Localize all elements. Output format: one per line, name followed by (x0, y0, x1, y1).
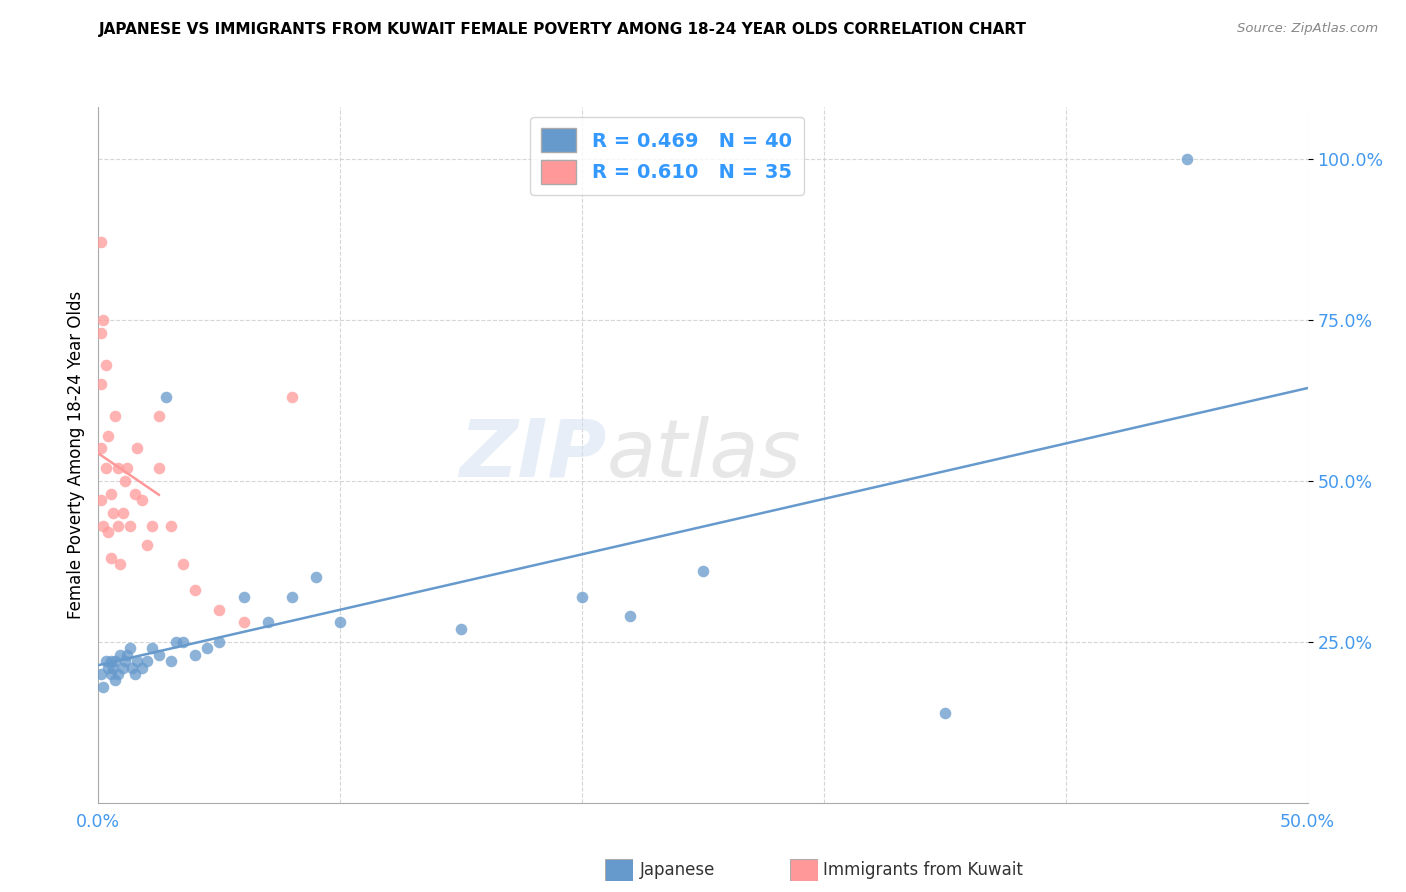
Text: Japanese: Japanese (640, 861, 716, 879)
Point (118, 518, 141, 533)
Point (101, 660, 124, 674)
Point (148, 409, 170, 424)
Point (619, 609, 641, 624)
Point (131, 493, 153, 508)
Point (135, 538, 157, 552)
Point (90, 667, 112, 681)
Point (94, 460, 117, 475)
Point (148, 648, 170, 662)
Point (101, 506, 124, 520)
Point (184, 583, 207, 598)
Point (97, 660, 120, 674)
Point (127, 654, 149, 668)
Point (450, 622, 472, 636)
Point (172, 558, 194, 572)
Point (934, 706, 956, 720)
Point (281, 590, 304, 604)
Point (114, 474, 136, 488)
Point (160, 518, 183, 533)
Point (117, 648, 139, 662)
Point (114, 654, 136, 668)
Point (1175, 152, 1198, 166)
Point (148, 460, 170, 475)
Point (160, 654, 183, 668)
Point (117, 460, 139, 475)
Point (329, 615, 352, 630)
Point (305, 570, 328, 584)
Point (90, 235, 112, 250)
Point (97, 428, 120, 442)
Point (118, 641, 141, 656)
Point (104, 654, 127, 668)
Point (90, 442, 112, 456)
Point (141, 518, 163, 533)
Point (165, 634, 187, 648)
Point (195, 641, 218, 656)
Y-axis label: Female Poverty Among 18-24 Year Olds: Female Poverty Among 18-24 Year Olds (66, 291, 84, 619)
Point (91, 518, 114, 533)
Point (107, 667, 129, 681)
Point (107, 518, 129, 533)
Point (256, 615, 278, 630)
Point (571, 590, 593, 604)
Point (232, 615, 254, 630)
Point (155, 390, 177, 404)
Point (100, 667, 122, 681)
Point (94, 358, 117, 372)
Point (100, 551, 122, 566)
Point (208, 634, 231, 648)
Point (208, 602, 231, 616)
Point (135, 654, 157, 668)
Point (104, 673, 127, 688)
Point (90, 493, 112, 508)
Point (184, 648, 207, 662)
Point (90, 377, 112, 392)
Text: Immigrants from Kuwait: Immigrants from Kuwait (823, 861, 1022, 879)
Point (107, 460, 129, 475)
Point (131, 660, 153, 674)
Text: atlas: atlas (606, 416, 801, 494)
Point (100, 654, 122, 668)
Point (111, 506, 134, 520)
Point (124, 486, 146, 500)
Point (97, 525, 120, 540)
Point (108, 648, 131, 662)
Point (91, 312, 114, 326)
Point (91, 680, 114, 694)
Point (100, 486, 122, 500)
Point (124, 667, 146, 681)
Text: ZIP: ZIP (458, 416, 606, 494)
Point (90, 326, 112, 340)
Point (94, 654, 117, 668)
Point (104, 409, 127, 424)
Point (692, 564, 714, 578)
Point (281, 390, 304, 404)
Point (172, 634, 194, 648)
Point (121, 660, 143, 674)
Point (141, 641, 163, 656)
Point (127, 442, 149, 456)
Point (111, 660, 134, 674)
Point (108, 558, 131, 572)
Text: JAPANESE VS IMMIGRANTS FROM KUWAIT FEMALE POVERTY AMONG 18-24 YEAR OLDS CORRELAT: JAPANESE VS IMMIGRANTS FROM KUWAIT FEMAL… (98, 22, 1026, 37)
Text: Source: ZipAtlas.com: Source: ZipAtlas.com (1237, 22, 1378, 36)
Point (232, 590, 254, 604)
Legend: R = 0.469   N = 40, R = 0.610   N = 35: R = 0.469 N = 40, R = 0.610 N = 35 (530, 117, 804, 195)
